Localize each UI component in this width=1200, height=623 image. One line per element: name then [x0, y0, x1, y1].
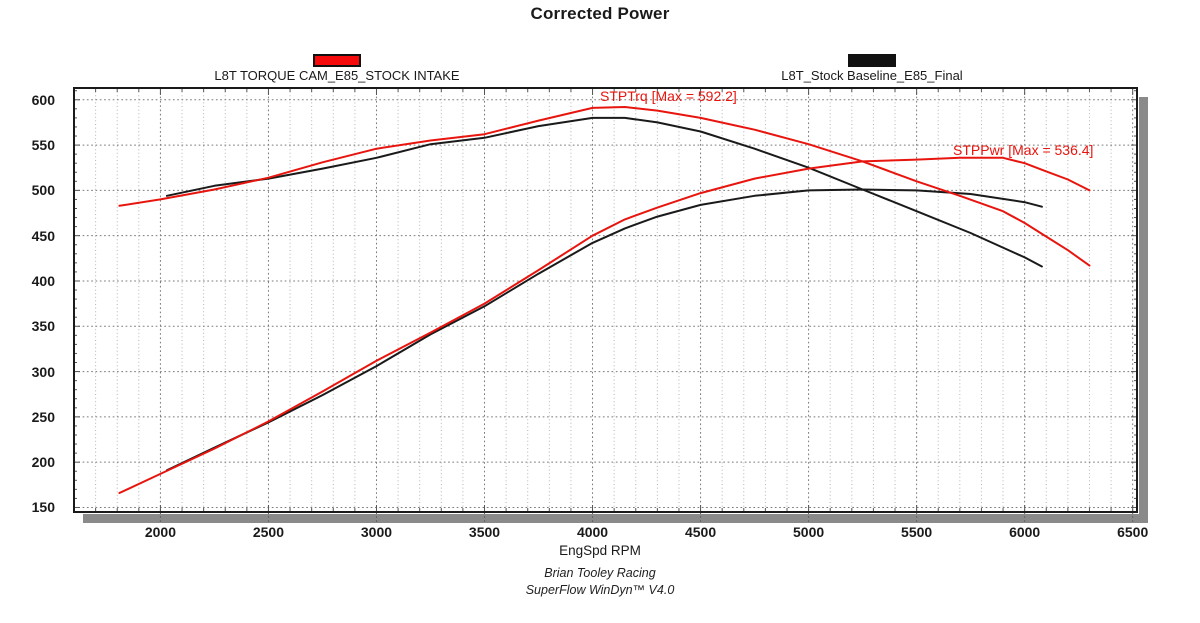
chart-title: Corrected Power	[530, 4, 670, 23]
series-line-stppwr-black	[165, 188, 1043, 472]
x-tick-label: 5500	[901, 524, 933, 540]
x-tick-label: 4000	[576, 524, 609, 540]
legend-item-stock-run: L8T_Stock Baseline_E85_Final	[732, 54, 1012, 83]
legend-swatch-red	[313, 54, 361, 67]
y-tick-label: 600	[31, 91, 55, 108]
power-max-annotation: STPPwr [Max = 536.4]	[953, 142, 1094, 158]
legend-item-cam-run: L8T TORQUE CAM_E85_STOCK INTAKE	[197, 54, 477, 83]
x-tick-label: 6000	[1009, 524, 1041, 540]
x-tick-label: 5000	[793, 524, 825, 540]
series-line-stptrq-black	[165, 116, 1043, 268]
x-tick-label: 4500	[684, 524, 717, 540]
legend-label-cam-run: L8T TORQUE CAM_E85_STOCK INTAKE	[214, 68, 460, 83]
y-tick-label: 550	[31, 137, 55, 154]
y-tick-label: 200	[31, 454, 55, 471]
y-tick-label: 250	[31, 408, 55, 425]
y-tick-label: 150	[31, 499, 55, 516]
footer-software-version: SuperFlow WinDyn™ V4.0	[525, 583, 675, 597]
series-line-stppwr-red	[118, 156, 1091, 494]
plot-frame	[73, 87, 1138, 513]
plot-shadow	[83, 97, 1148, 523]
y-tick-label: 350	[31, 318, 55, 335]
legend-swatch-black	[848, 54, 896, 67]
x-tick-label: 2500	[252, 524, 285, 540]
x-axis-label: EngSpd RPM	[559, 543, 641, 558]
series-line-stptrq-red	[118, 106, 1091, 267]
gridlines	[74, 88, 1137, 512]
y-tick-label: 400	[31, 272, 55, 289]
y-tick-label: 500	[31, 182, 55, 199]
x-tick-label: 3000	[360, 524, 393, 540]
y-tick-label: 300	[31, 363, 55, 380]
x-tick-label: 6500	[1117, 524, 1149, 540]
x-tick-label: 3500	[468, 524, 501, 540]
y-tick-label: 450	[31, 227, 55, 244]
torque-max-annotation: STPTrq [Max = 592.2]	[600, 88, 737, 104]
footer-shop-name: Brian Tooley Racing	[544, 566, 656, 580]
x-tick-label: 2000	[144, 524, 176, 540]
legend-label-stock-run: L8T_Stock Baseline_E85_Final	[781, 68, 963, 83]
